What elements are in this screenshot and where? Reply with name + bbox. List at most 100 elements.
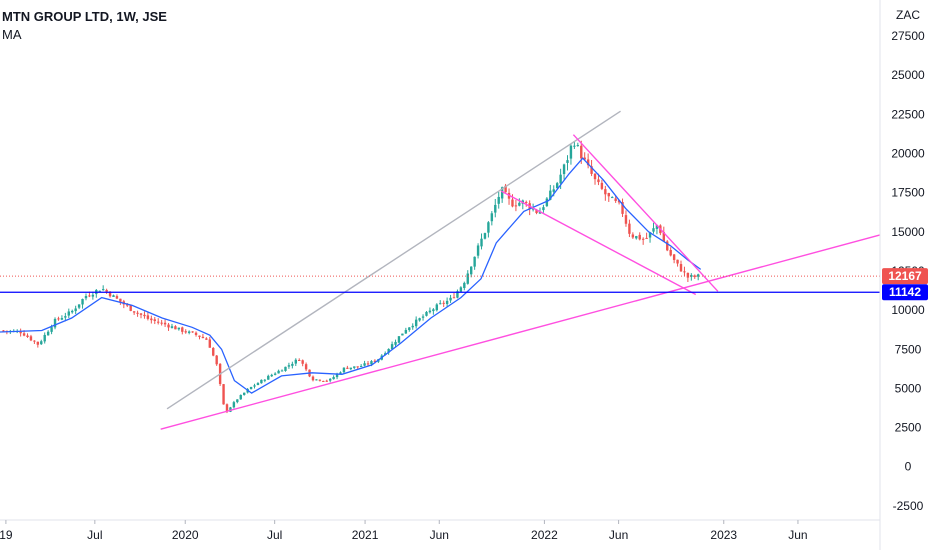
candle-body [497,196,500,204]
time-tick-label: 2021 [352,528,379,542]
price-tick-label: 10000 [891,303,925,317]
candle-body [184,331,187,333]
time-tick-label: 2023 [710,528,737,542]
candle-body [648,232,652,238]
time-tick-label: 19 [0,528,13,542]
candle-body [232,402,236,408]
candle-body [693,275,696,277]
candle-body [593,173,597,180]
candle-body [205,338,208,340]
candle-body [160,322,163,324]
candle-body [115,296,119,299]
candle-body [150,318,153,321]
candle-body [401,333,404,336]
candle-body [442,302,445,304]
candle-body [294,359,297,364]
trendline-upper-channel[interactable] [166,110,621,410]
candle-body [456,291,459,298]
candle-body [635,236,638,239]
candle-body [463,282,466,289]
indicator-label[interactable]: MA [2,27,22,42]
candle-body [139,313,143,315]
candle-body [77,304,81,308]
candle-body [483,233,487,239]
candle-body [428,310,432,313]
candle-body [679,264,683,272]
price-tick-label: 27500 [891,29,925,43]
candle-body [174,326,177,330]
candle-body [304,364,308,370]
candle-body [64,316,67,318]
candle-body [301,360,304,364]
candle-body [414,319,418,327]
candle-body [600,182,604,189]
candle-body [466,273,469,284]
candle-body [487,222,490,233]
candle-body [404,329,408,334]
candle-body [328,378,332,381]
candle-body [81,298,84,305]
candle-body [311,376,315,381]
candle-body [273,373,277,375]
candle-body [617,200,621,203]
candle-body [112,295,115,298]
candle-body [697,274,700,277]
candle-body [683,271,686,273]
plot-area[interactable] [0,0,880,520]
candle-body [270,374,273,377]
candle-body [611,197,614,199]
candle-body [624,215,628,224]
time-tick-label: Jul [87,528,102,542]
candle-body [669,249,672,256]
candle-body [500,187,504,199]
time-axis[interactable]: 19 Jul 2020 Jul 2021 Jun 2022 Jun 2023 Jun [0,520,808,542]
candle-body [411,325,414,328]
candle-body [490,213,494,222]
candle-body [676,259,679,264]
candle-body [470,266,473,275]
candle-body [672,254,676,260]
candle-body [645,237,648,239]
trendline-long-support[interactable] [160,234,881,430]
chart-legend: MTN GROUP LTD, 1W, JSE MA [2,8,167,44]
candle-body [562,164,566,175]
symbol-title[interactable]: MTN GROUP LTD, 1W, JSE [2,9,167,24]
candle-body [373,360,377,362]
price-tick-label: 5000 [895,381,922,395]
candle-body [132,311,136,313]
candle-body [545,198,549,207]
candle-body [105,289,108,292]
candle-body [126,304,129,306]
candle-body [473,256,476,267]
candle-body [33,340,36,342]
candle-body [686,272,690,278]
candle-body [322,380,325,382]
candle-body [418,318,421,321]
candle-body [22,333,26,336]
candle-body [98,290,101,292]
candle-body [511,199,514,207]
candle-body [212,348,215,356]
candle-body [346,367,349,369]
candle-body [349,367,353,370]
candle-body [525,201,528,203]
trendline-wedge-top[interactable] [572,134,719,292]
candle-body [267,375,270,380]
candle-body [146,315,150,319]
candle-body [342,367,346,373]
candle-body [628,223,631,234]
support-level-label: 11142 [882,284,928,301]
candle-body [387,348,390,353]
candle-body [445,300,449,305]
candle-body [225,404,229,412]
candle-body [394,341,397,345]
trendline-wedge-bottom[interactable] [500,190,697,296]
candle-body [19,331,22,334]
candle-body [432,309,435,312]
candle-body [573,145,576,147]
candle-body [370,361,373,365]
price-tick-label: 0 [905,460,912,474]
candle-body [260,379,263,384]
candle-body [604,189,607,195]
